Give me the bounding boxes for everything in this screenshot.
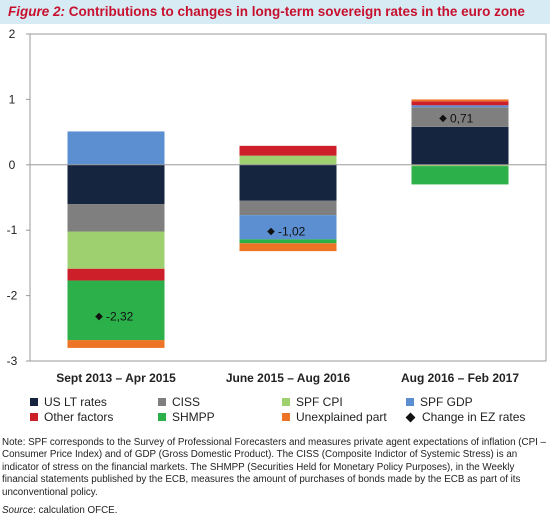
legend-swatch [406, 398, 414, 406]
legend-item: SPF GDP [406, 395, 473, 409]
category-label: Sept 2013 – Apr 2015 [56, 371, 176, 385]
bar-segment-us-lt-rates [411, 126, 509, 165]
legend-swatch [158, 398, 166, 406]
y-tick-label: 0 [9, 158, 16, 172]
legend-item: Change in EZ rates [405, 410, 526, 424]
chart-title: Figure 2: Contributions to changes in lo… [8, 4, 525, 19]
legend-label: US LT rates [44, 395, 107, 409]
legend-item: Other factors [30, 410, 113, 424]
legend-item: CISS [158, 395, 200, 409]
bar-segment-unexplained-part [67, 340, 165, 348]
change-marker [267, 227, 275, 236]
bar-segment-shmpp [239, 239, 337, 244]
legend-swatch [30, 398, 38, 406]
bar-segment-other-factors [67, 268, 165, 281]
source-line: Source: calculation OFCE. [2, 505, 117, 516]
bar-segment-spf-gdp [411, 105, 509, 108]
y-tick-label: 2 [9, 27, 16, 41]
change-label: 0,71 [450, 111, 474, 125]
bar-segment-spf-gdp [239, 215, 337, 240]
y-tick-label: -2 [7, 289, 18, 303]
legend-label: SPF CPI [296, 395, 343, 409]
legend-item: SPF CPI [282, 395, 343, 409]
chart: 2 1 0 -1 -2 -3 -2,32 -1,02 0,71 Sept 2013 – Apr 2… [7, 27, 547, 385]
legend-item: Unexplained part [282, 410, 387, 424]
legend-item: US LT rates [30, 395, 107, 409]
category-label: Aug 2016 – Feb 2017 [401, 371, 519, 385]
bar-segment-ciss [411, 107, 509, 127]
legend-label: CISS [172, 395, 201, 409]
plot-frame [29, 33, 547, 362]
legend-label: Other factors [44, 410, 114, 424]
bar-segment-spf-cpi [239, 155, 337, 165]
bar-segment-spf-cpi [67, 231, 165, 269]
figure-title: Contributions to changes in long-term so… [68, 4, 525, 19]
y-tick-label: 1 [9, 92, 16, 106]
change-marker [439, 114, 447, 123]
legend-swatch [282, 398, 290, 406]
change-label: -2,32 [106, 310, 134, 324]
bar-segment-shmpp [67, 280, 165, 341]
bar-segment-shmpp [411, 166, 509, 185]
change-label: -1,02 [278, 225, 306, 239]
category-label: June 2015 – Aug 2016 [226, 371, 351, 385]
legend-label: SHMPP [172, 410, 215, 424]
legend-label: SPF GDP [420, 395, 473, 409]
legend-swatch [30, 413, 38, 421]
legend-swatch [158, 413, 166, 421]
bar-segment-ciss [239, 200, 337, 216]
y-tick-label: -3 [7, 354, 18, 368]
legend-label: Change in EZ rates [422, 410, 526, 424]
source-label: Source [2, 505, 34, 516]
legend-label: Unexplained part [296, 410, 387, 424]
legend-swatch [282, 413, 290, 421]
bar-segment-ciss [67, 204, 165, 232]
title-bar [0, 0, 550, 24]
figure-label: Figure 2: [8, 4, 66, 19]
bar-segment-spf-gdp [67, 131, 165, 165]
legend-diamond-marker [405, 412, 416, 422]
bar-segment-us-lt-rates [67, 164, 165, 205]
bar-segment-us-lt-rates [239, 164, 337, 201]
source-text: : calculation OFCE. [33, 505, 118, 516]
note-text: Note: SPF corresponds to the Survey of P… [2, 437, 547, 498]
bar-segment-other-factors [239, 145, 337, 156]
bar-segment-spf-cpi [411, 164, 509, 167]
change-marker [95, 312, 103, 321]
bar-segment-unexplained-part [411, 99, 509, 102]
legend-item: SHMPP [158, 410, 215, 424]
y-tick-label: -1 [7, 223, 18, 237]
bar-segment-other-factors [411, 101, 509, 106]
bar-segment-unexplained-part [239, 243, 337, 252]
